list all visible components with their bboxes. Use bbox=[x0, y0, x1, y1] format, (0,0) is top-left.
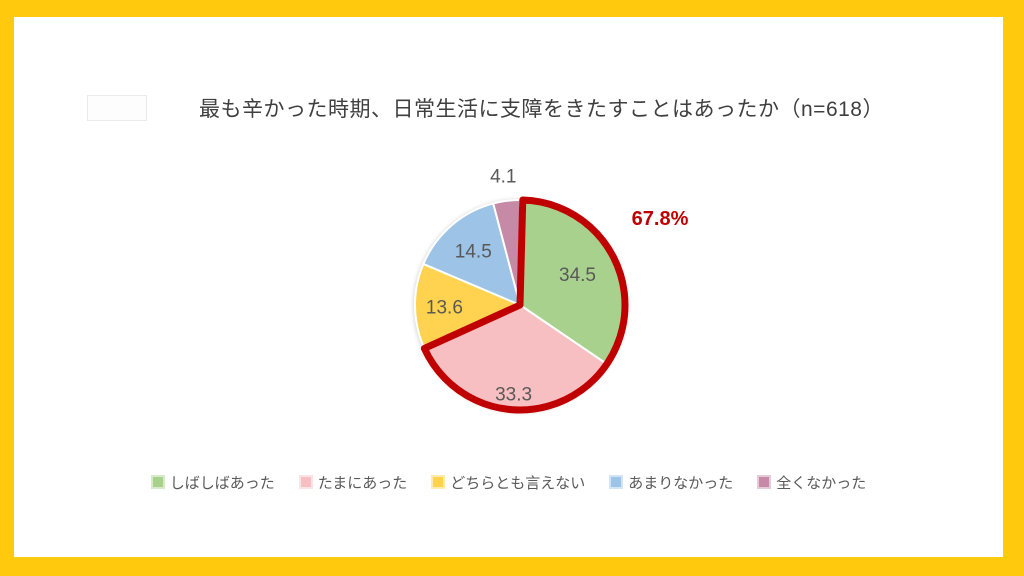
legend-label-3: あまりなかった bbox=[628, 474, 734, 492]
legend-label-0: しばしばあった bbox=[169, 474, 275, 492]
legend-item-0: しばしばあった bbox=[150, 472, 275, 493]
legend-item-3: あまりなかった bbox=[609, 472, 733, 493]
pie-value-labels: 34.5 33.3 13.6 14.5 4.1 bbox=[426, 166, 596, 405]
slice-value-label-2: 13.6 bbox=[426, 297, 463, 318]
legend-swatch-4 bbox=[757, 475, 772, 489]
highlight-percentage-label: 67.8% bbox=[632, 208, 689, 230]
highlight-arc bbox=[420, 196, 629, 414]
legend-label-1: たまにあった bbox=[317, 474, 408, 492]
pie-slices bbox=[414, 198, 626, 411]
legend-item-4: 全くなかった bbox=[757, 472, 866, 493]
legend-swatch-2 bbox=[431, 475, 446, 489]
title-placeholder-box bbox=[87, 95, 147, 121]
legend-label-2: どちらとも言えない bbox=[450, 474, 586, 492]
slide-content: 最も辛かった時期、日常生活に支障をきたすことはあったか（n=618） 34.5 3… bbox=[14, 17, 1003, 557]
chart-title: 最も辛かった時期、日常生活に支障をきたすことはあったか（n=618） bbox=[199, 98, 884, 121]
slice-value-label-0: 34.5 bbox=[559, 265, 596, 286]
slice-value-label-3: 14.5 bbox=[455, 242, 492, 263]
legend-item-1: たまにあった bbox=[298, 472, 408, 493]
legend-item-2: どちらとも言えない bbox=[431, 472, 585, 493]
slice-value-label-1: 33.3 bbox=[495, 385, 532, 406]
legend-swatch-3 bbox=[609, 475, 624, 489]
legend-swatch-0 bbox=[150, 475, 165, 489]
pie-chart: 34.5 33.3 13.6 14.5 4.1 67.8% bbox=[414, 166, 689, 414]
legend: しばしばあった たまにあった どちらとも言えない あまりなかった 全くなかった bbox=[14, 465, 1003, 499]
legend-swatch-1 bbox=[298, 475, 313, 489]
pie-slice-3 bbox=[422, 202, 522, 307]
slice-value-label-4: 4.1 bbox=[490, 166, 516, 187]
legend-label-4: 全くなかった bbox=[776, 474, 867, 492]
